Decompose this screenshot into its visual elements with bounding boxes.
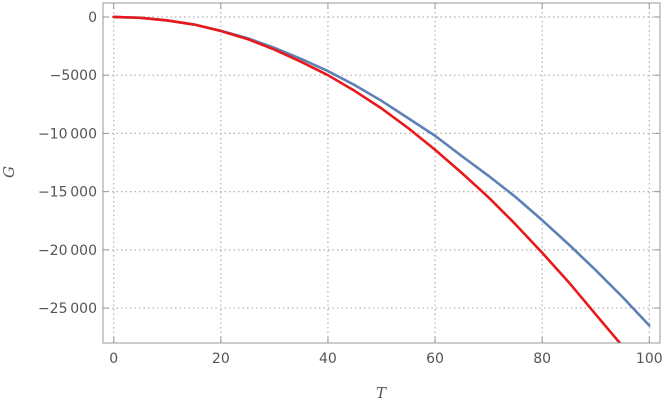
y-tick-label: −15 000	[38, 185, 97, 201]
x-tick-label: 60	[426, 351, 444, 367]
y-axis-ticks: 0 −5000 −10 000 −15 000 −20 000 −25 000	[38, 10, 660, 317]
y-tick-label: 0	[88, 10, 97, 26]
plot-border	[102, 2, 661, 344]
series-line-2	[112, 15, 622, 343]
y-tick-label: −5000	[50, 68, 97, 84]
grid-lines	[103, 3, 660, 343]
series-line-1	[112, 15, 651, 327]
x-tick-label: 80	[533, 351, 551, 367]
x-tick-label: 100	[636, 351, 663, 367]
y-tick-label: −20 000	[38, 243, 97, 259]
x-tick-label: 0	[109, 351, 118, 367]
x-tick-label: 20	[212, 351, 230, 367]
y-tick-label: −10 000	[38, 126, 97, 142]
x-tick-label: 40	[319, 351, 337, 367]
plot-frame	[102, 2, 661, 344]
y-axis-label: G	[0, 166, 18, 178]
x-axis-ticks: 0 20 40 60 80 100	[109, 3, 663, 367]
y-tick-label: −25 000	[38, 301, 97, 317]
x-axis-label: T	[376, 384, 387, 402]
series-layer	[112, 15, 651, 343]
